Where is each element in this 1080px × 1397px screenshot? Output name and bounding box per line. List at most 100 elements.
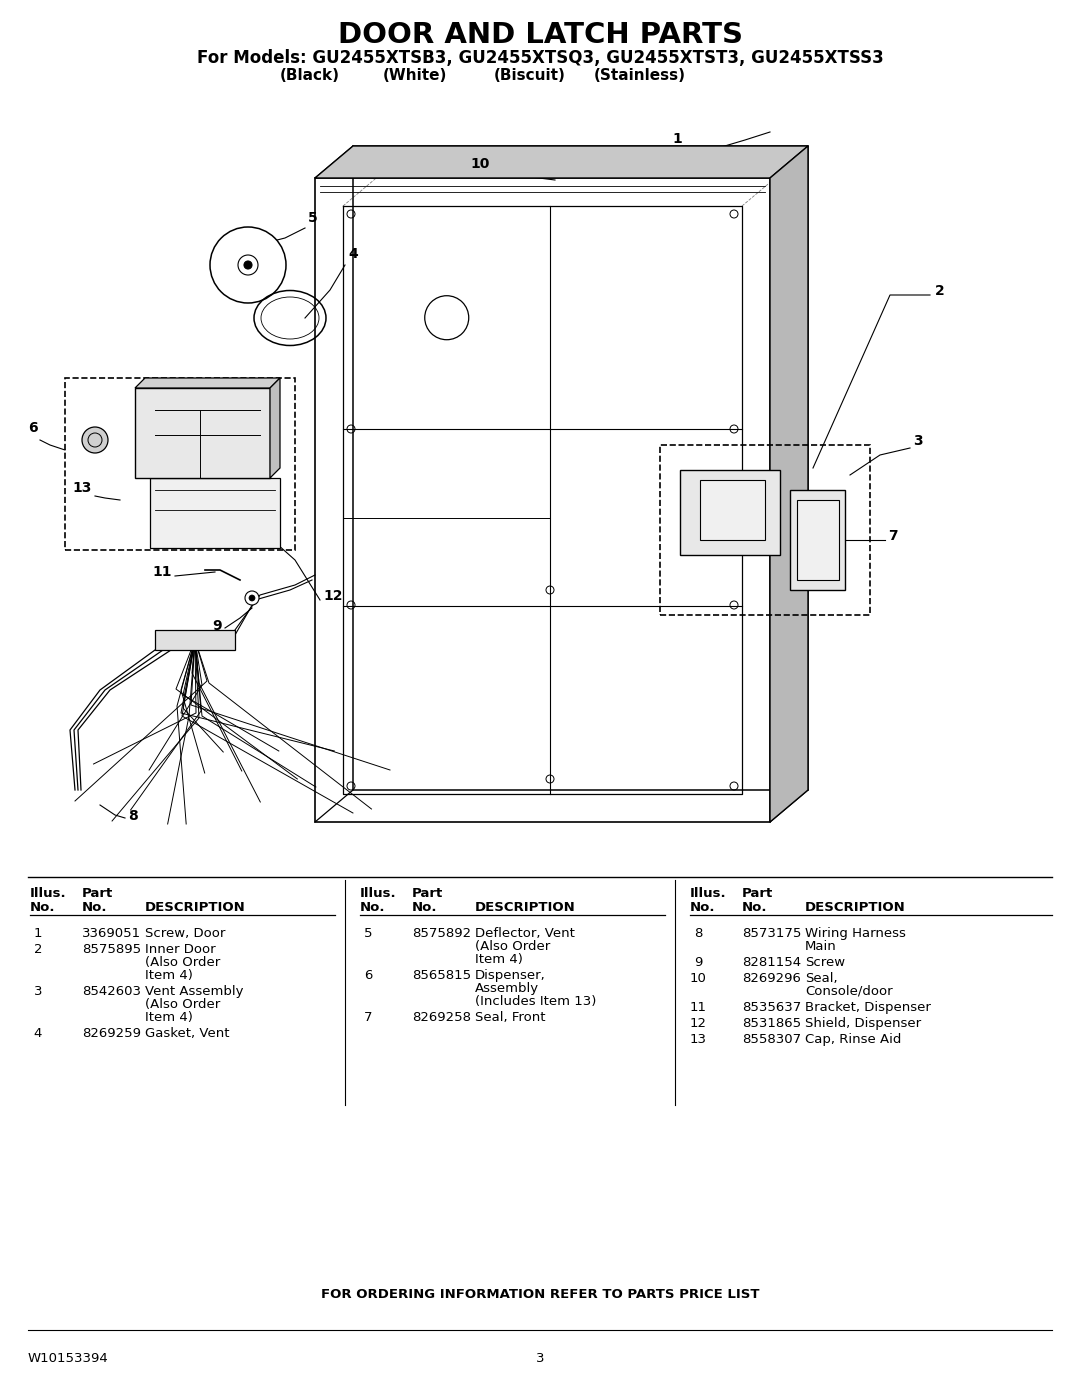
Text: 13: 13: [72, 481, 92, 495]
Text: Inner Door: Inner Door: [145, 943, 216, 956]
Text: Wiring Harness: Wiring Harness: [805, 928, 906, 940]
Text: For Models: GU2455XTSB3, GU2455XTSQ3, GU2455XTST3, GU2455XTSS3: For Models: GU2455XTSB3, GU2455XTSQ3, GU…: [197, 49, 883, 67]
Text: (Also Order: (Also Order: [145, 956, 220, 970]
Text: 10: 10: [471, 156, 490, 170]
Circle shape: [244, 261, 252, 270]
Text: 11: 11: [689, 1002, 706, 1014]
Bar: [65, 379, 295, 550]
Text: No.: No.: [742, 901, 768, 914]
Text: 3369051: 3369051: [82, 928, 141, 940]
Bar: [680, 469, 780, 555]
Text: 5: 5: [364, 928, 373, 940]
Text: Seal, Front: Seal, Front: [475, 1011, 545, 1024]
Text: 6: 6: [28, 420, 38, 434]
Text: No.: No.: [360, 901, 386, 914]
Text: Part: Part: [411, 887, 443, 900]
Circle shape: [210, 226, 286, 303]
Text: 5: 5: [308, 211, 318, 225]
Text: No.: No.: [411, 901, 437, 914]
Text: W10153394: W10153394: [28, 1351, 109, 1365]
Text: 12: 12: [689, 1017, 706, 1030]
Text: Deflector, Vent: Deflector, Vent: [475, 928, 575, 940]
Text: Item 4): Item 4): [145, 970, 193, 982]
Text: 8269258: 8269258: [411, 1011, 471, 1024]
Text: Screw, Door: Screw, Door: [145, 928, 226, 940]
Text: 3: 3: [33, 985, 42, 997]
Text: 8535637: 8535637: [742, 1002, 801, 1014]
Text: 13: 13: [689, 1032, 706, 1046]
Text: 4: 4: [33, 1027, 42, 1039]
Text: Vent Assembly: Vent Assembly: [145, 985, 243, 997]
Text: (Also Order: (Also Order: [475, 940, 550, 953]
Text: Illus.: Illus.: [690, 887, 727, 900]
Text: FOR ORDERING INFORMATION REFER TO PARTS PRICE LIST: FOR ORDERING INFORMATION REFER TO PARTS …: [321, 1288, 759, 1302]
Text: Main: Main: [805, 940, 837, 953]
Text: 2: 2: [33, 943, 42, 956]
Text: Bracket, Dispenser: Bracket, Dispenser: [805, 1002, 931, 1014]
Text: 8269259: 8269259: [82, 1027, 141, 1039]
Text: 8575892: 8575892: [411, 928, 471, 940]
Polygon shape: [135, 379, 280, 388]
Text: Gasket, Vent: Gasket, Vent: [145, 1027, 229, 1039]
Text: 12: 12: [323, 590, 342, 604]
Text: 8: 8: [693, 928, 702, 940]
Text: 1: 1: [672, 131, 681, 147]
Text: 8573175: 8573175: [742, 928, 801, 940]
Text: Illus.: Illus.: [360, 887, 396, 900]
Text: Dispenser,: Dispenser,: [475, 970, 545, 982]
Text: Item 4): Item 4): [145, 1011, 193, 1024]
Bar: [156, 630, 235, 650]
Text: 9: 9: [213, 619, 222, 633]
Text: Seal,: Seal,: [805, 972, 838, 985]
Text: 8531865: 8531865: [742, 1017, 801, 1030]
Text: No.: No.: [690, 901, 715, 914]
Text: Assembly: Assembly: [475, 982, 539, 995]
Text: 1: 1: [33, 928, 42, 940]
Text: (Includes Item 13): (Includes Item 13): [475, 995, 596, 1009]
Text: No.: No.: [82, 901, 108, 914]
Polygon shape: [150, 478, 280, 548]
Text: DOOR AND LATCH PARTS: DOOR AND LATCH PARTS: [337, 21, 743, 49]
Bar: [789, 490, 845, 590]
Circle shape: [245, 591, 259, 605]
Text: 9: 9: [693, 956, 702, 970]
Text: (Biscuit): (Biscuit): [494, 68, 566, 84]
Text: DESCRIPTION: DESCRIPTION: [805, 901, 906, 914]
Text: 8281154: 8281154: [742, 956, 801, 970]
Text: Part: Part: [82, 887, 113, 900]
Polygon shape: [770, 147, 808, 821]
Text: (Stainless): (Stainless): [594, 68, 686, 84]
Text: DESCRIPTION: DESCRIPTION: [475, 901, 576, 914]
Polygon shape: [315, 147, 808, 177]
Text: Console/door: Console/door: [805, 985, 893, 997]
Text: 8558307: 8558307: [742, 1032, 801, 1046]
Bar: [797, 500, 839, 580]
Text: 3: 3: [913, 434, 922, 448]
Text: Shield, Dispenser: Shield, Dispenser: [805, 1017, 921, 1030]
Circle shape: [238, 256, 258, 275]
Text: 7: 7: [888, 529, 897, 543]
Bar: [660, 446, 870, 615]
Text: 11: 11: [152, 564, 172, 578]
Text: 7: 7: [364, 1011, 373, 1024]
Text: No.: No.: [30, 901, 55, 914]
Circle shape: [249, 595, 255, 601]
Polygon shape: [135, 388, 270, 478]
Text: DESCRIPTION: DESCRIPTION: [145, 901, 246, 914]
Text: (Black): (Black): [280, 68, 340, 84]
Text: Screw: Screw: [805, 956, 846, 970]
Text: 2: 2: [935, 284, 945, 298]
Polygon shape: [270, 379, 280, 478]
Text: 8542603: 8542603: [82, 985, 141, 997]
Text: 4: 4: [348, 247, 357, 261]
Text: Part: Part: [742, 887, 773, 900]
Text: 8575895: 8575895: [82, 943, 141, 956]
Circle shape: [82, 427, 108, 453]
Text: (White): (White): [382, 68, 447, 84]
Text: 8: 8: [129, 809, 138, 823]
Text: Illus.: Illus.: [30, 887, 67, 900]
Text: 8269296: 8269296: [742, 972, 801, 985]
Text: 8565815: 8565815: [411, 970, 471, 982]
Text: 3: 3: [536, 1351, 544, 1365]
Text: Cap, Rinse Aid: Cap, Rinse Aid: [805, 1032, 902, 1046]
